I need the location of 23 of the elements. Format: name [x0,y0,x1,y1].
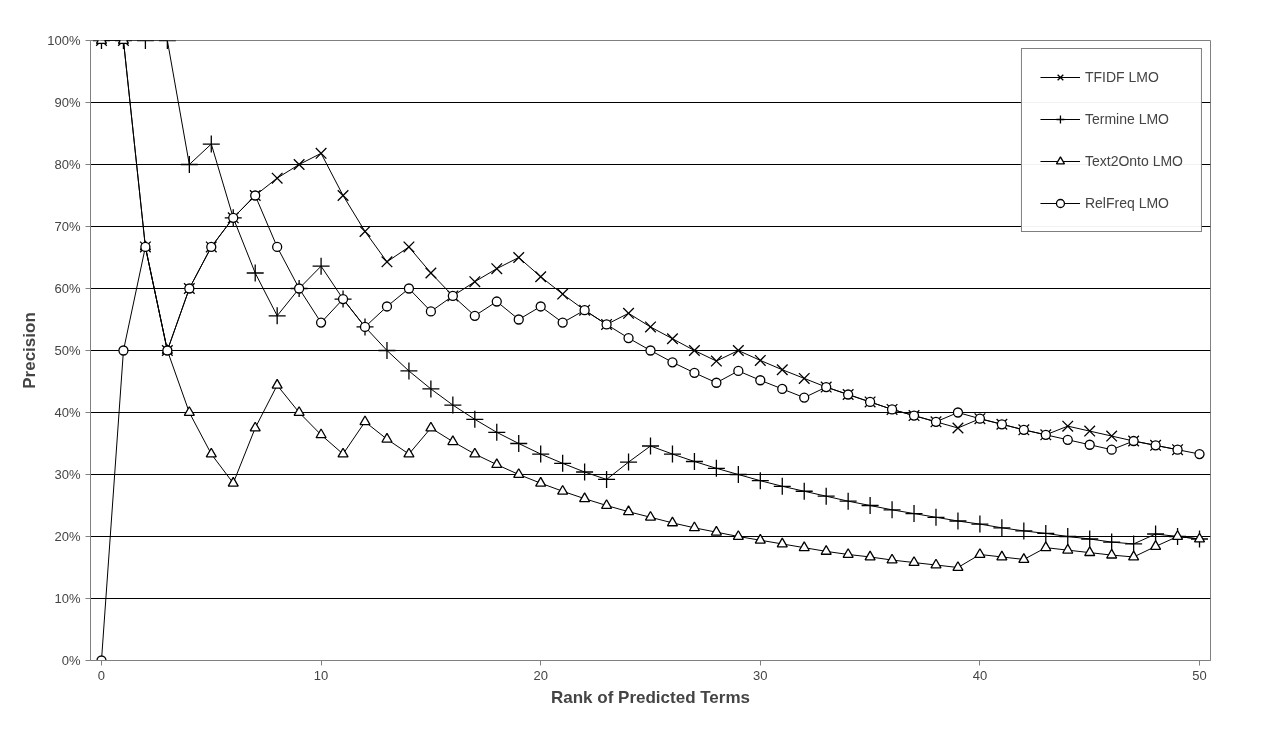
y-tick-label: 20% [54,529,81,544]
y-tick-label: 100% [47,33,81,48]
x-tick-label: 50 [1192,667,1207,683]
x-tick-label: 0 [97,667,106,683]
legend-label: Termine LMO [1084,111,1169,127]
x-tick-label: 20 [533,667,548,683]
x-tick-label: 40 [972,667,988,683]
y-tick-label: 80% [54,157,81,172]
y-tick-label: 70% [54,219,81,234]
y-axis-title: Precision [20,312,40,389]
legend-label: RelFreq LMO [1084,195,1169,211]
y-tick-label: 50% [54,343,81,358]
y-tick-label: 40% [54,405,81,420]
x-axis-title: Rank of Predicted Terms [550,687,751,707]
y-tick-label: 60% [54,281,81,296]
legend-label: TFIDF LMO [1084,69,1159,85]
x-tick-label: 30 [753,667,768,683]
y-tick-label: 10% [54,591,81,606]
y-tick-label: 0% [61,653,81,668]
y-tick-label: 90% [54,95,81,110]
legend-label: Text2Onto LMO [1084,153,1183,169]
x-tick-label: 10 [313,667,329,683]
y-tick-label: 30% [54,467,81,482]
